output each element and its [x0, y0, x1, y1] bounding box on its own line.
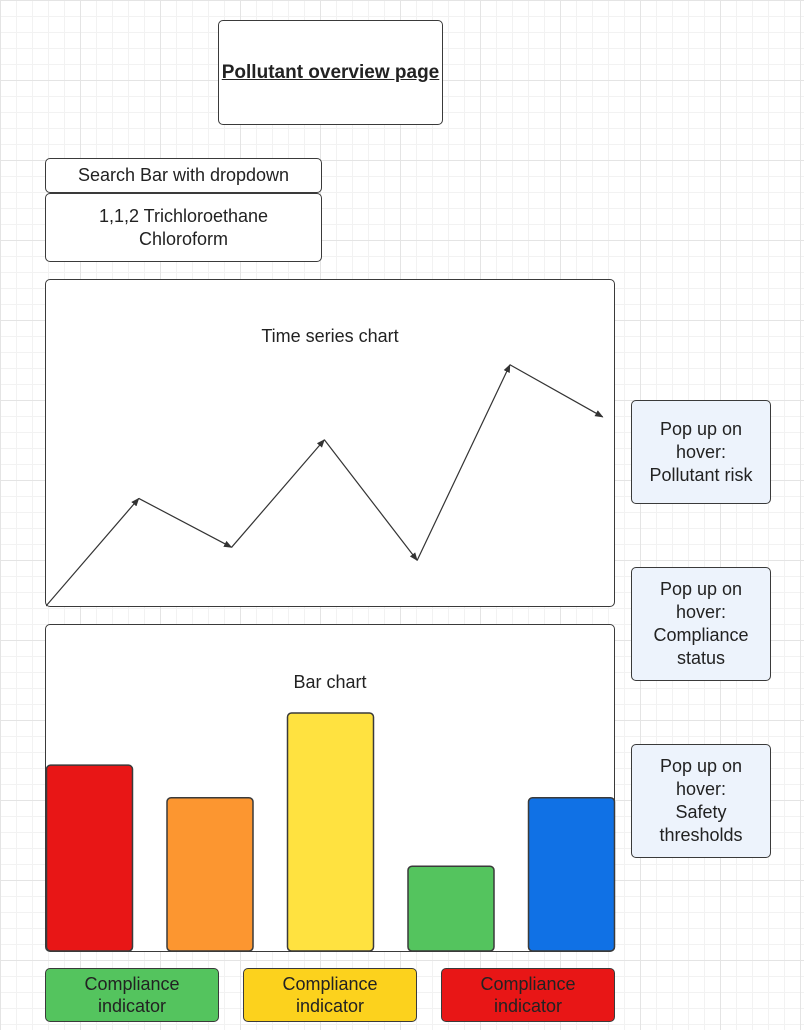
- compliance-indicator-green[interactable]: Compliance indicator: [45, 968, 219, 1022]
- compliance-indicator-yellow[interactable]: Compliance indicator: [243, 968, 417, 1022]
- popup-safety-thresholds: Pop up on hover: Safety thresholds: [631, 744, 771, 858]
- popup-line: Pop up on: [659, 418, 743, 439]
- page-title: Pollutant overview page: [221, 62, 440, 83]
- indicator-line: indicator: [295, 996, 365, 1016]
- series-segment: [416, 364, 511, 561]
- bar[interactable]: [527, 797, 616, 952]
- popup-line: thresholds: [659, 825, 743, 845]
- indicator-line: Compliance: [480, 974, 576, 994]
- bar[interactable]: [286, 712, 375, 952]
- page-title-box: Pollutant overview page: [218, 20, 443, 125]
- popup-line: Pop up on: [659, 579, 743, 599]
- bar[interactable]: [166, 797, 254, 952]
- series-segment: [138, 497, 233, 548]
- bar-plot: [46, 712, 616, 952]
- time-series-title: Time series chart: [261, 326, 399, 346]
- popup-compliance-status: Pop up on hover: Compliance status: [631, 567, 771, 681]
- indicator-line: Compliance: [282, 974, 378, 994]
- compliance-indicator-red[interactable]: Compliance indicator: [441, 968, 615, 1022]
- bar[interactable]: [46, 764, 134, 952]
- series-segment: [46, 497, 140, 607]
- bar-chart-title: Bar chart: [293, 672, 367, 692]
- popup-line: status: [676, 648, 726, 668]
- popup-line: Pollutant risk: [649, 464, 753, 485]
- search-dropdown[interactable]: 1,1,2 Trichloroethane Chloroform: [45, 193, 322, 262]
- indicator-line: indicator: [493, 996, 563, 1016]
- popup-pollutant-risk: Pop up on hover: Pollutant risk: [631, 400, 771, 504]
- series-segment: [231, 439, 325, 548]
- series-segment: [509, 364, 604, 418]
- indicator-line: indicator: [97, 996, 167, 1016]
- indicator-line: Compliance: [84, 974, 180, 994]
- search-bar-label: Search Bar with dropdown: [77, 165, 290, 185]
- dropdown-option[interactable]: 1,1,2 Trichloroethane: [98, 205, 269, 226]
- popup-line: Compliance: [653, 625, 749, 645]
- series-segment: [323, 439, 418, 562]
- popup-line: hover:: [675, 441, 727, 462]
- bar[interactable]: [407, 865, 495, 952]
- time-series-chart[interactable]: Time series chart: [45, 279, 615, 607]
- time-series-plot: [46, 364, 604, 607]
- dropdown-option[interactable]: Chloroform: [138, 228, 229, 249]
- bar-chart[interactable]: Bar chart: [45, 624, 616, 952]
- popup-line: Pop up on: [659, 756, 743, 776]
- search-bar[interactable]: Search Bar with dropdown: [45, 158, 322, 193]
- popup-line: hover:: [675, 779, 727, 799]
- popup-line: hover:: [675, 602, 727, 622]
- popup-line: Safety: [675, 802, 727, 822]
